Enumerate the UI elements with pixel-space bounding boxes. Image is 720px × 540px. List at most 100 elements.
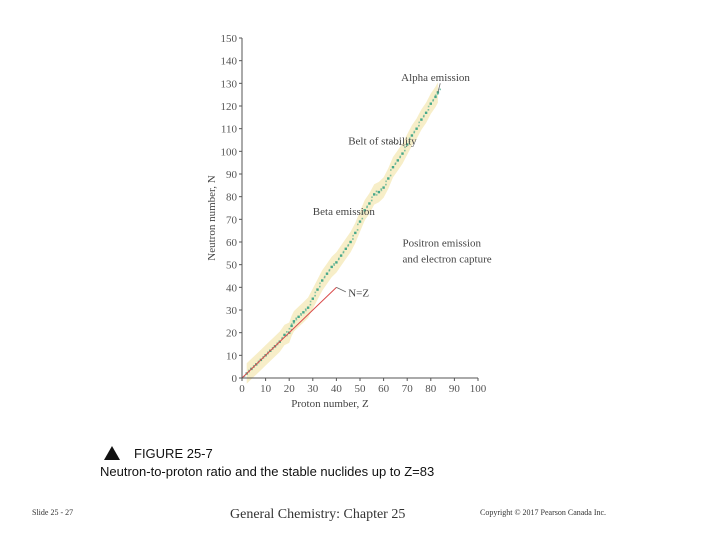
nz-pointer-line xyxy=(336,286,347,293)
nuclide-point xyxy=(356,229,359,231)
slide-number: Slide 25 - 27 xyxy=(32,508,74,517)
nuclide-point xyxy=(304,308,307,311)
y-tick-label: 60 xyxy=(226,237,238,249)
nuclide-point xyxy=(429,102,432,105)
nuclide-point xyxy=(328,269,331,272)
nuclide-point xyxy=(375,190,378,193)
x-tick-label: 50 xyxy=(355,383,367,395)
nuclide-point xyxy=(366,205,368,208)
x-axis-label: Proton number, Z xyxy=(291,398,369,410)
nuclide-point xyxy=(311,297,314,300)
nuclide-point xyxy=(321,279,324,282)
nuclide-point xyxy=(354,231,357,235)
nuclide-point xyxy=(358,220,362,223)
nuclide-point xyxy=(309,300,312,303)
nuclide-point xyxy=(422,115,425,118)
y-tick-label: 150 xyxy=(221,33,238,45)
nuclide-point xyxy=(439,88,441,91)
nuclide-point xyxy=(288,327,291,330)
nuclide-point xyxy=(387,177,390,180)
nuclide-point xyxy=(352,238,354,240)
nuclide-point xyxy=(314,291,317,294)
annotation-positron-emission: Positron emission xyxy=(402,238,481,250)
nuclide-point xyxy=(413,131,415,134)
nuclide-point xyxy=(290,324,293,328)
nz-line xyxy=(241,286,337,379)
nuclide-point xyxy=(276,342,279,345)
x-tick-label: 60 xyxy=(378,383,390,395)
nuclide-point xyxy=(323,276,326,279)
nuclide-point xyxy=(363,209,366,212)
nuclide-point xyxy=(290,323,293,325)
nuclide-point xyxy=(415,127,418,130)
annotation-belt-of-stability: Belt of stability xyxy=(348,136,417,148)
nuclide-point xyxy=(335,261,338,264)
nuclide-point xyxy=(394,162,397,164)
nuclide-point xyxy=(404,149,406,152)
copyright-notice: Copyright © 2017 Pearson Canada Inc. xyxy=(480,508,607,517)
figure-caption-title: Neutron-to-proton ratio and the stable n… xyxy=(100,464,435,479)
nuclide-point xyxy=(380,189,383,192)
nuclide-point xyxy=(371,196,373,198)
nuclide-point xyxy=(420,118,423,121)
alpha-pointer-line xyxy=(437,83,441,93)
belt-of-stability-band xyxy=(246,82,438,384)
y-tick-label: 30 xyxy=(226,305,238,317)
nuclide-point xyxy=(427,105,430,108)
nuclide-point xyxy=(390,169,392,171)
nuclide-point xyxy=(361,217,364,220)
y-tick-label: 100 xyxy=(221,146,238,158)
nuclide-point xyxy=(330,265,333,269)
x-tick-label: 70 xyxy=(402,383,414,395)
nuclide-point xyxy=(333,264,335,266)
nuclide-point xyxy=(432,99,434,102)
nuclide-point xyxy=(418,124,420,127)
nuclide-point xyxy=(333,263,335,265)
nuclide-point xyxy=(347,245,349,247)
nuclide-point xyxy=(361,212,364,214)
nuclide-point xyxy=(406,143,409,146)
nuclide-point xyxy=(404,146,406,149)
nuclide-point xyxy=(432,98,435,101)
nuclide-point xyxy=(328,268,331,271)
nuclide-point xyxy=(394,163,397,165)
annotation-beta-emission: Beta emission xyxy=(313,206,376,218)
nuclide-point xyxy=(338,257,340,260)
nuclide-point xyxy=(382,186,385,189)
nuclide-point xyxy=(389,174,392,177)
y-tick-label: 50 xyxy=(226,260,238,272)
nuclide-point xyxy=(418,121,420,124)
nuclide-point xyxy=(373,193,376,196)
y-tick-label: 90 xyxy=(226,169,238,181)
nuclide-point xyxy=(243,375,246,378)
nuclide-point xyxy=(437,93,439,95)
y-tick-label: 20 xyxy=(226,328,238,340)
nuclide-point xyxy=(293,322,295,324)
nuclide-point xyxy=(300,313,302,315)
nuclide-point xyxy=(396,159,399,162)
nuclide-point xyxy=(286,334,288,337)
nuclide-point xyxy=(257,360,260,363)
nuclide-point xyxy=(295,317,297,320)
nuclide-point xyxy=(253,366,255,368)
x-tick-label: 40 xyxy=(331,383,343,395)
nuclide-point xyxy=(352,234,354,237)
nuclide-point xyxy=(302,311,305,314)
nuclide-point xyxy=(324,275,326,278)
nuclide-point xyxy=(391,166,395,169)
nuclide-point xyxy=(424,111,428,114)
belt-pointer-line xyxy=(385,139,408,148)
nuclide-point xyxy=(349,240,352,244)
nuclide-point xyxy=(375,194,378,196)
nuclide-point xyxy=(286,331,288,333)
y-axis-label: Neutron number, N xyxy=(206,175,218,260)
nuclide-point xyxy=(297,315,300,318)
x-tick-label: 80 xyxy=(425,383,437,395)
nuclide-point xyxy=(292,320,296,323)
nuclide-point xyxy=(262,356,264,358)
nuclide-point xyxy=(281,337,283,340)
x-tick-label: 100 xyxy=(470,383,487,395)
nuclide-point xyxy=(314,294,316,297)
figure-label: FIGURE 25-7 xyxy=(134,446,213,461)
figure-caption-label: FIGURE 25-7 xyxy=(100,446,520,461)
